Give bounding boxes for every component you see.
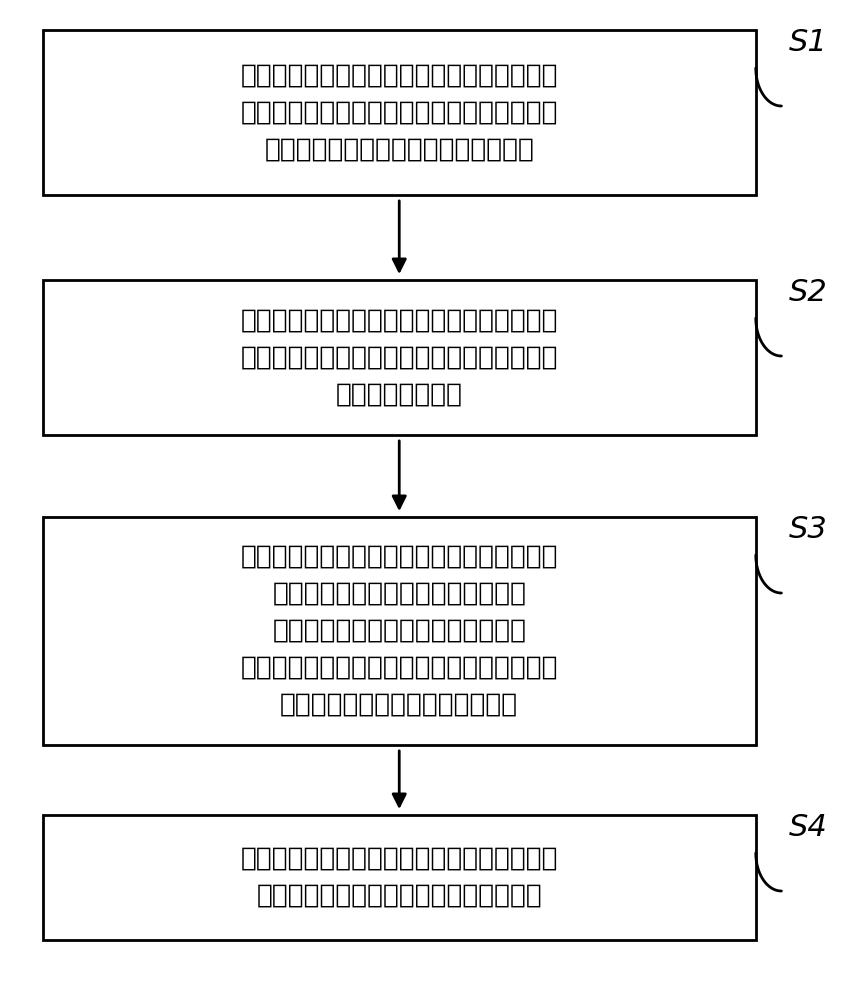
Text: S3: S3 (788, 515, 827, 544)
Bar (43, 517, 755, 745)
Text: S1: S1 (788, 28, 827, 57)
Bar (43, 30, 755, 195)
Text: 构建连接器映射表，以背板型号、源槽位号和
源背板连接器号为关键字，进行连接器映射表
中表项条目的创建: 构建连接器映射表，以背板型号、源槽位号和 源背板连接器号为关键字，进行连接器映射… (241, 308, 557, 408)
Text: 构建本地转发接口表，以背板型号、转发盘型
号、转发盘槽位号和转发盘芯片号为关键字，
进行本地转发接口表中表项条目的创建: 构建本地转发接口表，以背板型号、转发盘型 号、转发盘槽位号和转发盘芯片号为关键字… (241, 62, 557, 162)
Text: 从本地转发接口表和连接器映射表中获取转发
盘间的转发路由信息，生成转发路由条目: 从本地转发接口表和连接器映射表中获取转发 盘间的转发路由信息，生成转发路由条目 (241, 846, 557, 909)
Bar (43, 280, 755, 435)
Bar (43, 815, 755, 940)
Text: 将背板上每个转发盘的槽位号和连接器号，背
板上各个转发盘的背板型号和转发盘
型号存入本地转发接口表中，同时将
背板上各个槽位之间的互联关系、各个连接器
之间的互: 将背板上每个转发盘的槽位号和连接器号，背 板上各个转发盘的背板型号和转发盘 型号… (241, 544, 557, 718)
Text: S2: S2 (788, 278, 827, 307)
Text: S4: S4 (788, 813, 827, 842)
